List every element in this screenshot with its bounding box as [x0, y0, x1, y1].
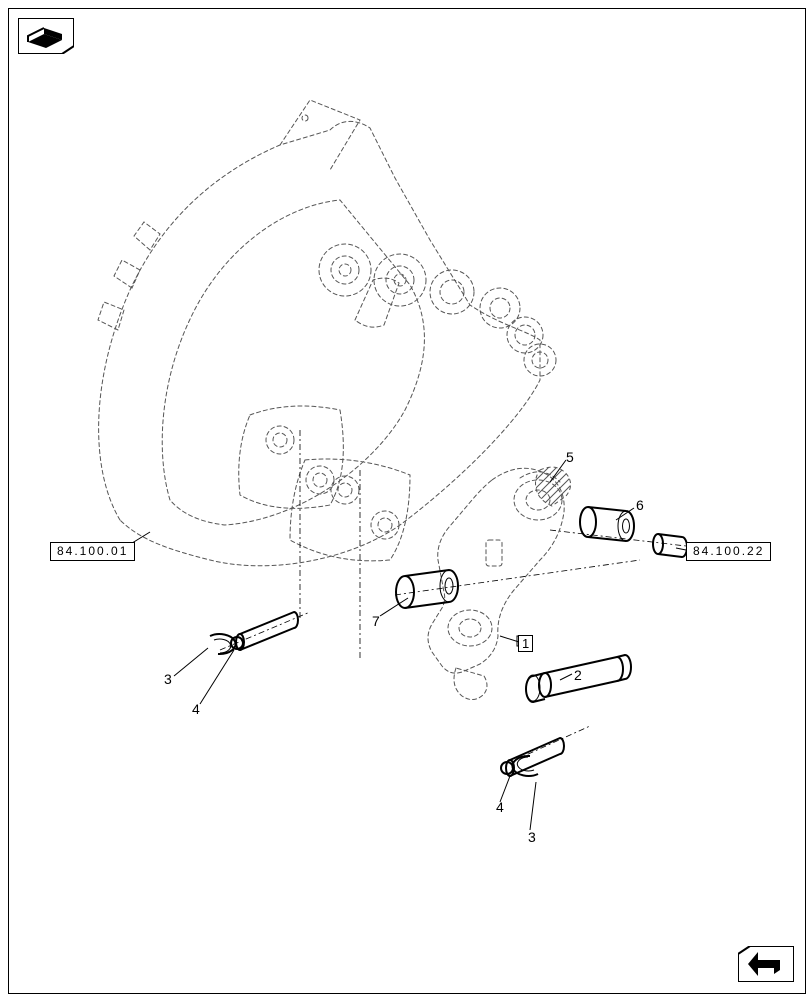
callout-6: 6 — [636, 498, 644, 512]
bucket-phantom — [98, 100, 556, 566]
part-5-hatch — [536, 467, 571, 506]
ref-right-part — [653, 534, 687, 557]
part-6-bushing — [580, 507, 634, 541]
leaders — [124, 460, 686, 830]
part-7-bushing — [396, 570, 458, 608]
part-3-4-right — [501, 738, 564, 776]
callout-3-right: 3 — [528, 830, 536, 844]
callout-2: 2 — [574, 668, 582, 682]
callout-7: 7 — [372, 614, 380, 628]
callout-5: 5 — [566, 450, 574, 464]
callout-1: 1 — [518, 636, 533, 651]
callout-3-left: 3 — [164, 672, 172, 686]
thumb-link-phantom — [428, 468, 564, 699]
ref-box-right: 84.100.22 — [686, 542, 771, 561]
exploded-diagram — [0, 0, 812, 1000]
callout-4-left: 4 — [192, 702, 200, 716]
ref-box-left: 84.100.01 — [50, 542, 135, 561]
callout-4-right: 4 — [496, 800, 504, 814]
part-3-4-left — [210, 612, 298, 654]
